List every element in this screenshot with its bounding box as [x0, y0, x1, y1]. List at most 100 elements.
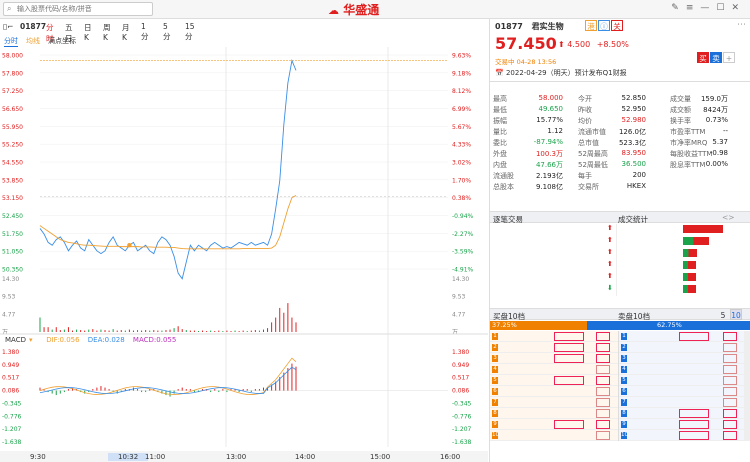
tab-period[interactable]: 1分 [141, 22, 149, 41]
pct-tick: 4.33% [452, 142, 471, 149]
up-arrow-icon: ⬆ [607, 272, 613, 280]
time-tick: 13:00 [226, 453, 247, 461]
scrollbar[interactable] [744, 331, 750, 441]
buy-button[interactable]: 买 [697, 52, 709, 63]
stat-label: 市盈率TTM [670, 128, 706, 136]
tab-period[interactable]: 日K [84, 23, 92, 42]
level-index: 5 [621, 377, 627, 384]
minimize-icon[interactable]: — [700, 3, 717, 13]
stat-value: -87.94% [533, 138, 563, 146]
level-index: 9 [492, 421, 498, 428]
level-volume [554, 398, 584, 399]
flow-row [617, 248, 750, 259]
bid-row[interactable]: 6 [490, 386, 618, 397]
tab-period[interactable]: 15分 [185, 22, 195, 41]
level-volume [554, 343, 584, 352]
add-watchlist-icon[interactable]: + [723, 52, 735, 63]
bid-row[interactable]: 1 [490, 331, 618, 342]
subtab[interactable]: 满点坐标 [48, 37, 76, 45]
macd-tick: 0.949 [2, 362, 19, 369]
stat-value: 52.980 [621, 116, 647, 124]
bid-row[interactable]: 7 [490, 397, 618, 408]
ask-row[interactable]: 5 [619, 375, 745, 386]
tab-period[interactable]: 五日 [65, 23, 73, 43]
trading-status: 交易中 04-28 13:56 [495, 58, 557, 66]
level-volume [554, 376, 584, 385]
bid-row[interactable]: 5 [490, 375, 618, 386]
ask-row[interactable]: 7 [619, 397, 745, 408]
ask-ladder: 1 2 3 4 5 6 7 8 9 10 [618, 331, 745, 441]
info-icon[interactable]: ⓘ [598, 20, 610, 31]
stat-label: 总股本 [493, 183, 514, 191]
related-icon[interactable]: 关 [611, 20, 623, 31]
ask-row[interactable]: 6 [619, 386, 745, 397]
bid-title: 买盘10档 [493, 312, 526, 321]
pct-tick: -3.59% [452, 249, 474, 256]
stat-value: 126.0亿 [618, 128, 646, 136]
price-tick: 58.000 [2, 53, 23, 60]
search-input[interactable] [17, 5, 137, 13]
ask-row[interactable]: 9 [619, 419, 745, 430]
level-volume [679, 409, 709, 418]
stat-value: 1.12 [547, 127, 563, 135]
stat-label: 市净率MRQ [670, 139, 708, 147]
bid-row[interactable]: 9 [490, 419, 618, 430]
search-icon: ⌕ [7, 4, 12, 13]
macd-legend: MACD ▾ DIF:0.056 DEA:0.028 MACD:0.055 [5, 336, 176, 344]
ask-row[interactable]: 2 [619, 342, 745, 353]
depth-10-button[interactable]: 10 [730, 309, 742, 320]
ask-row[interactable]: 4 [619, 364, 745, 375]
search-box[interactable]: ⌕ [3, 2, 153, 16]
bid-row[interactable]: 4 [490, 364, 618, 375]
up-arrow-icon: ⬆ [607, 260, 613, 268]
ticks-title[interactable]: 逐笔交易 [493, 215, 523, 224]
stat-label: 每手 [578, 172, 592, 180]
tab-period[interactable]: 5分 [163, 22, 171, 41]
stat-value: 100.3万 [535, 150, 563, 158]
more-icon[interactable]: ⋯ [737, 20, 746, 30]
level-orders [596, 398, 610, 407]
ask-row[interactable]: 3 [619, 353, 745, 364]
stat-value: 159.0万 [700, 95, 728, 103]
ask-row[interactable]: 8 [619, 408, 745, 419]
bid-row[interactable]: 10 [490, 430, 618, 441]
dea-value: DEA:0.028 [87, 336, 125, 344]
stats-row: 振幅 15.77% 均价 52.980 换手率 0.73% [490, 116, 750, 127]
macd-settings-icon[interactable]: ▾ [29, 336, 33, 344]
earnings-note[interactable]: 📅 2022-04-29（明天）预计发布Q1财报 [495, 68, 627, 78]
tab-period[interactable]: 月K [122, 23, 130, 42]
macd-tick-right: 1.380 [452, 349, 469, 356]
ask-row[interactable]: 10 [619, 430, 745, 441]
bid-row[interactable]: 2 [490, 342, 618, 353]
stat-value: 9.108亿 [535, 183, 563, 191]
maximize-icon[interactable]: ☐ [716, 3, 732, 13]
stats-row: 内盘 47.66万 52周最低 36.500 股息率TTM 0.00% [490, 160, 750, 171]
level-index: 3 [492, 355, 498, 362]
ask-row[interactable]: 1 [619, 331, 745, 342]
edit-icon[interactable]: ✎ [671, 3, 686, 13]
level-volume [554, 431, 584, 432]
tab-period[interactable]: 分时 [46, 23, 54, 43]
subtab[interactable]: 分时 [4, 37, 18, 47]
bid-row[interactable]: 8 [490, 408, 618, 419]
expand-icon[interactable]: <> [722, 213, 735, 222]
menu-icon[interactable]: ≡ [685, 3, 701, 13]
close-icon[interactable]: ✕ [731, 3, 746, 13]
depth-5-button[interactable]: 5 [720, 311, 726, 320]
time-tick: 16:00 [440, 453, 461, 461]
sell-button[interactable]: 卖 [710, 52, 722, 63]
level-index: 4 [492, 366, 498, 373]
level-volume [554, 387, 584, 388]
level-orders [723, 420, 737, 429]
intraday-chart[interactable]: 58.000 9.63% 57.800 9.18% 57.250 8.12% 56.650 6… [0, 47, 488, 452]
tab-period[interactable]: 周K [103, 23, 111, 42]
sidebar-toggle-icon[interactable]: ▯⌐ [3, 22, 14, 31]
stat-label: 昨收 [578, 106, 592, 114]
flow-title[interactable]: 成交统计 [618, 215, 648, 224]
stat-value: 83.950 [621, 149, 647, 157]
subtab[interactable]: 均线 [26, 37, 40, 45]
bid-row[interactable]: 3 [490, 353, 618, 364]
dea-line [39, 366, 297, 394]
time-tick: 9:30 [30, 453, 46, 461]
level-index: 7 [492, 399, 498, 406]
